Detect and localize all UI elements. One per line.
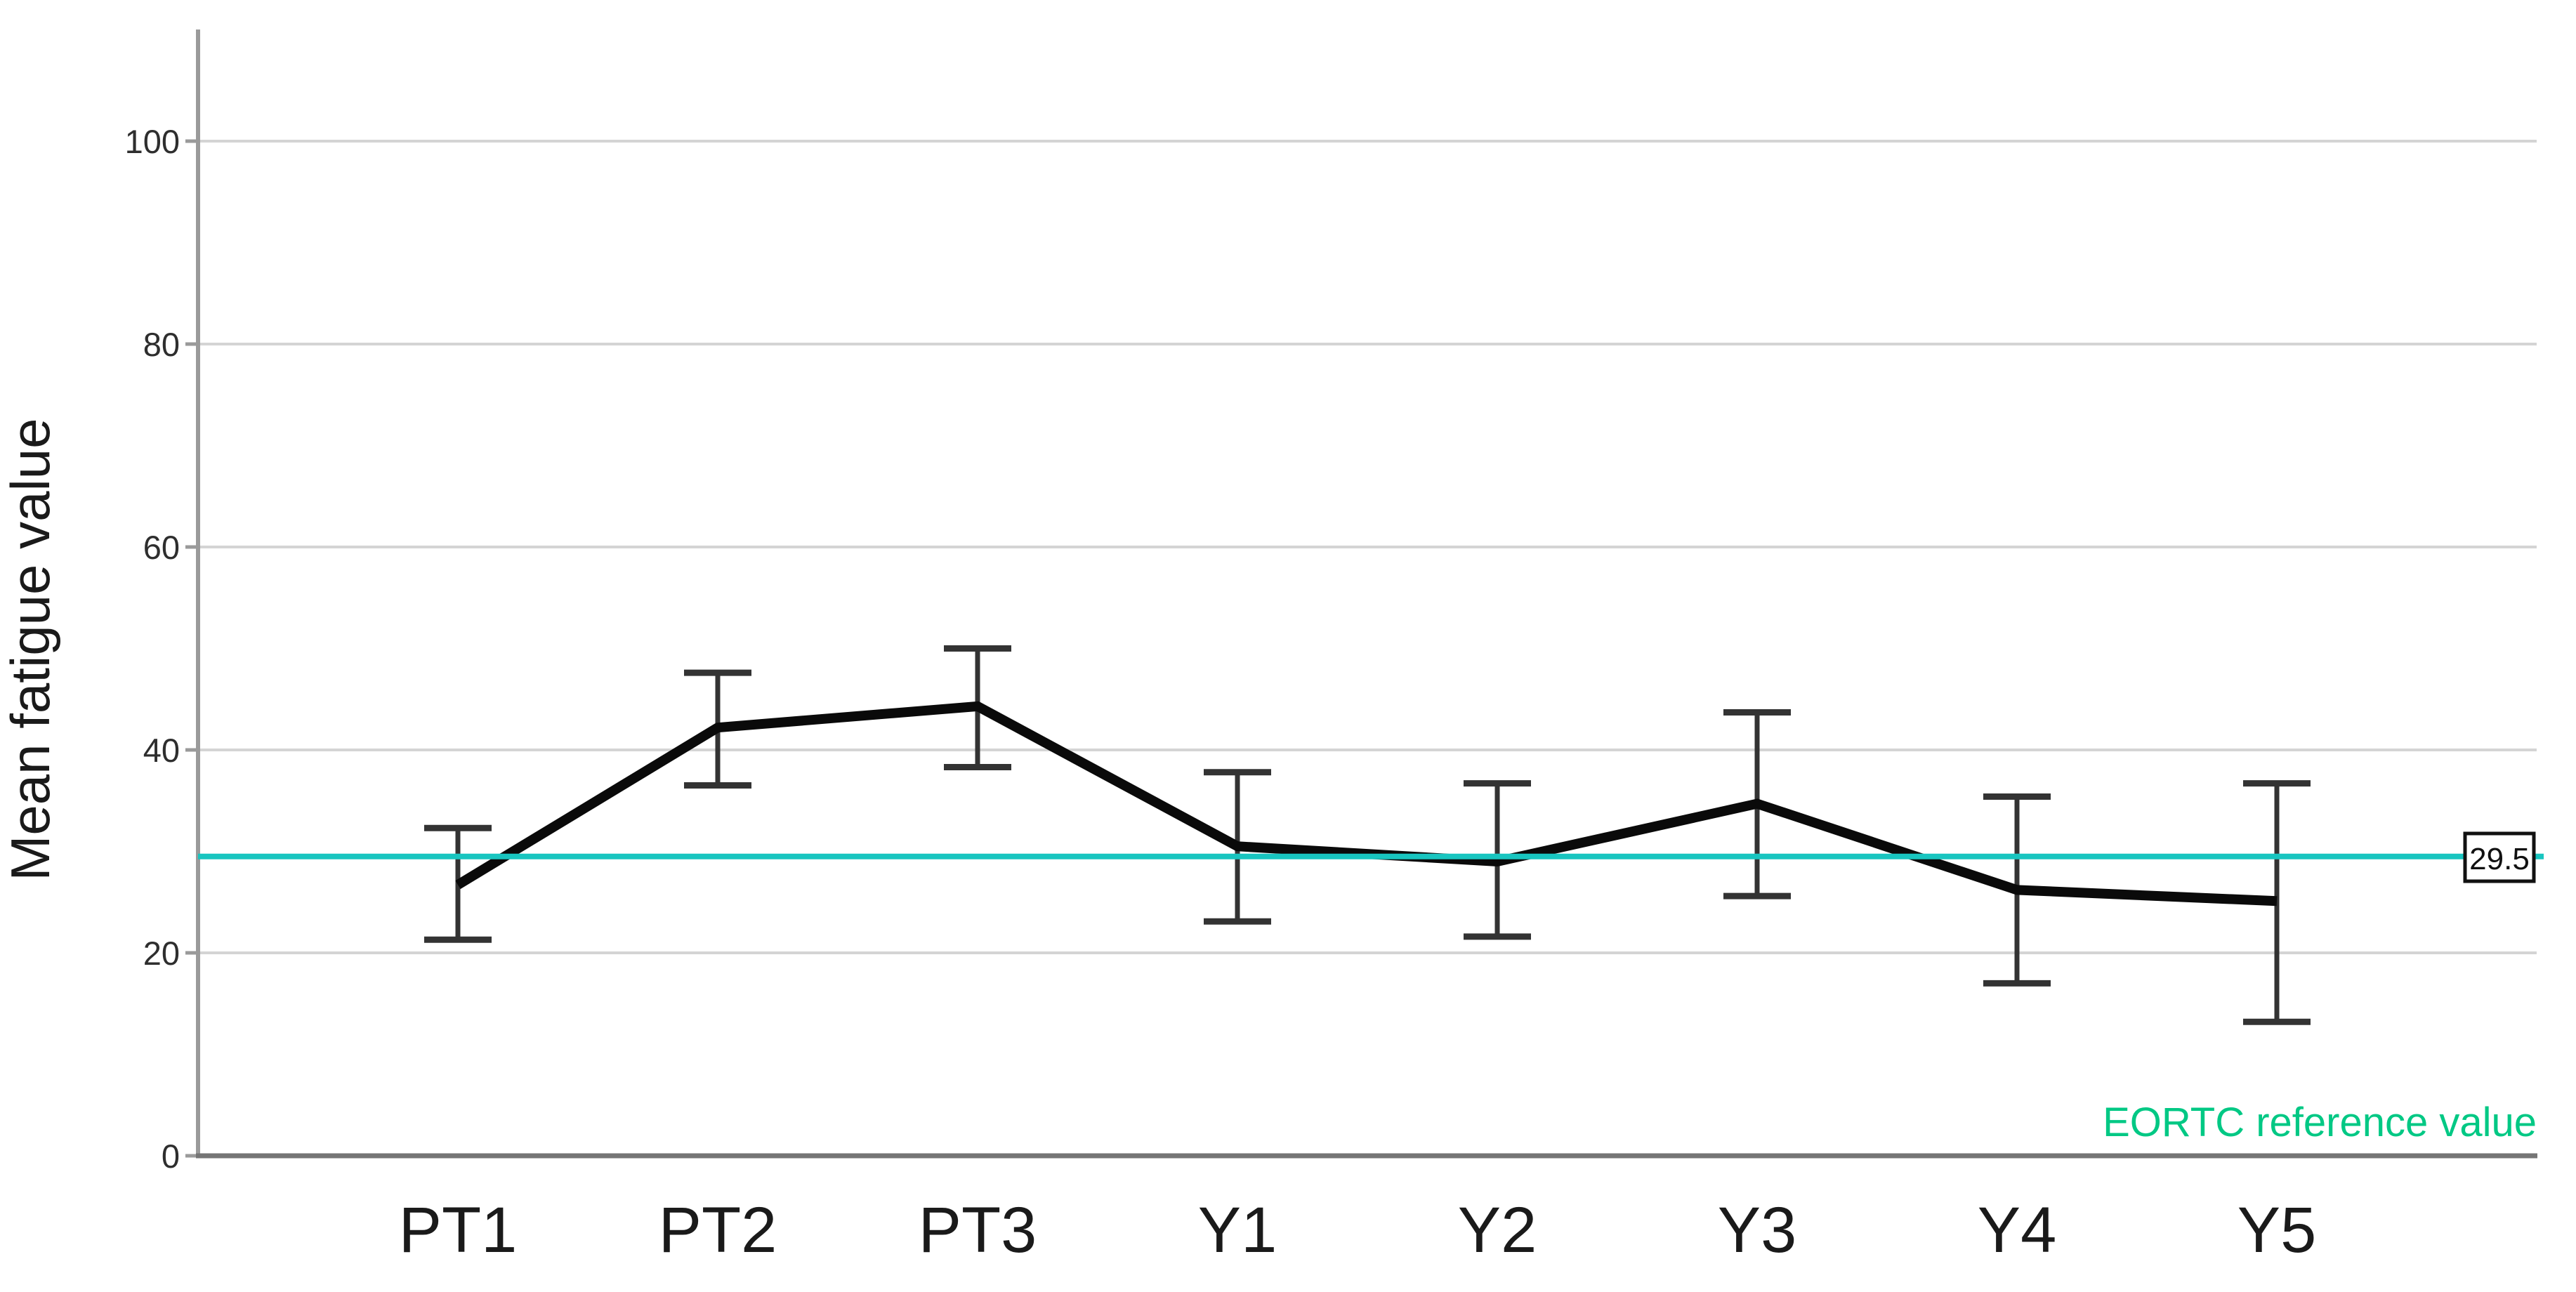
- y-axis-group: 0 20 40 60 80 100: [125, 29, 200, 1175]
- y-axis-title: Mean fatigue value: [0, 418, 61, 881]
- x-category-label: Y5: [2237, 1194, 2317, 1266]
- x-category-label: Y4: [1978, 1194, 2057, 1266]
- x-category-labels-group: PT1 PT2 PT3 Y1 Y2 Y3 Y4 Y5: [399, 1194, 2317, 1266]
- reference-value-text: 29.5: [2469, 842, 2530, 876]
- x-category-label: Y1: [1198, 1194, 1277, 1266]
- x-category-label: Y2: [1458, 1194, 1537, 1266]
- y-tick-label: 0: [162, 1138, 180, 1175]
- error-bars-group: [424, 645, 2311, 1025]
- gridlines-group: [198, 139, 2537, 954]
- y-tick-label: 40: [143, 732, 180, 769]
- x-category-label: PT3: [919, 1194, 1037, 1266]
- y-tick-label: 60: [143, 529, 180, 566]
- x-category-label: Y3: [1718, 1194, 1797, 1266]
- reference-annotation-label: EORTC reference value: [2103, 1100, 2537, 1145]
- y-tick-label: 100: [125, 123, 180, 160]
- series-line: [455, 701, 2278, 907]
- reference-value-callout: 29.5: [2463, 831, 2536, 883]
- y-tick-label: 80: [143, 326, 180, 363]
- y-tick-label: 20: [143, 935, 180, 972]
- x-category-label: PT1: [399, 1194, 518, 1266]
- reference-value-box: [2463, 831, 2536, 883]
- x-category-label: PT2: [659, 1194, 777, 1266]
